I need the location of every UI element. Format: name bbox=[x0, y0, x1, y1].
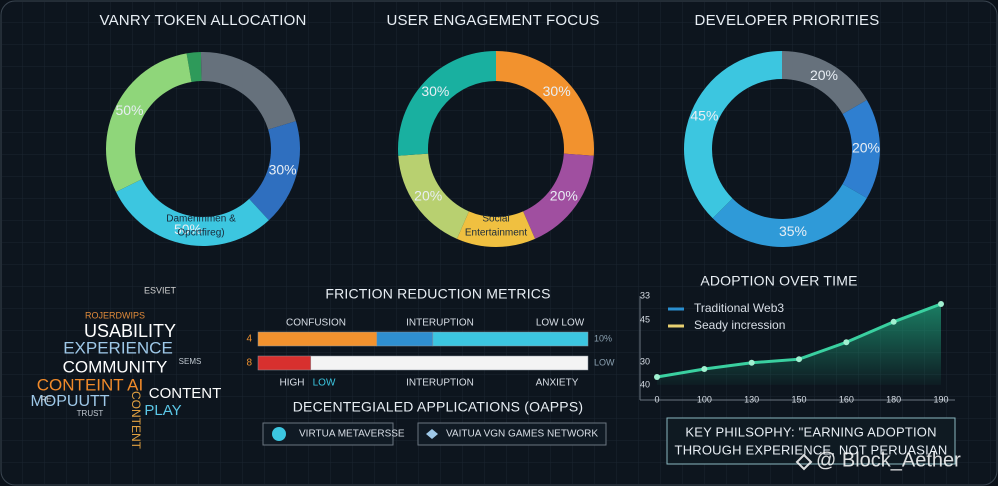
chart-title: DEVELOPER PRIORITIES bbox=[695, 12, 880, 29]
slice-label: 30% bbox=[421, 83, 449, 99]
point bbox=[843, 339, 850, 346]
x-tick-label: 180 bbox=[886, 394, 901, 404]
y-tick-label: 30 bbox=[640, 356, 650, 366]
chart-title: ADOPTION OVER TIME bbox=[700, 273, 857, 289]
bar-segment bbox=[310, 355, 589, 371]
y-tick-label: 40 bbox=[640, 379, 650, 389]
metric-label: INTERUPTION bbox=[406, 318, 474, 329]
bar-segment bbox=[257, 331, 378, 347]
bar-right-label: LOW bbox=[594, 357, 615, 367]
donut-slice bbox=[200, 52, 296, 130]
point bbox=[938, 301, 944, 308]
x-tick-label: 190 bbox=[933, 394, 948, 404]
word: COMMUNITY bbox=[63, 357, 168, 376]
word: CONTENT bbox=[129, 391, 143, 450]
metric-label: LOW bbox=[313, 378, 336, 389]
x-tick-label: 160 bbox=[839, 394, 854, 404]
philosophy-box bbox=[666, 417, 956, 465]
donut-slice bbox=[712, 184, 867, 247]
app-label: VAITUA VGN GAMES NETWORK bbox=[446, 429, 598, 440]
word: USABILITY bbox=[84, 321, 176, 341]
donut-slice bbox=[523, 153, 594, 239]
metric-label: INTERUPTION bbox=[406, 378, 474, 389]
legend-label: Seady incression bbox=[694, 318, 785, 332]
donut-slice bbox=[782, 51, 867, 114]
watermark: @ Block_Aether bbox=[816, 449, 961, 471]
x-tick-label: 0 bbox=[654, 394, 659, 404]
donut-slice bbox=[186, 52, 202, 82]
bar-label: 4 bbox=[246, 334, 252, 345]
chart-title: FRICTION REDUCTION METRICS bbox=[325, 286, 550, 302]
word: CONTEINT AI bbox=[37, 375, 143, 394]
point bbox=[701, 365, 708, 372]
x-tick-label: 100 bbox=[697, 394, 712, 404]
donut-slice bbox=[456, 211, 536, 248]
donut-slice bbox=[398, 153, 469, 239]
bar-label: 8 bbox=[246, 358, 252, 369]
word: EXPERIENCE bbox=[63, 338, 173, 357]
word: ESVIET bbox=[144, 285, 177, 295]
x-tick-label: 150 bbox=[791, 394, 806, 404]
donut-slice bbox=[116, 179, 269, 247]
metric-label: HIGH bbox=[280, 378, 305, 389]
donut-slice bbox=[397, 51, 496, 156]
slice-label: 50% bbox=[115, 102, 143, 118]
slice-annotation: Social bbox=[482, 214, 509, 225]
app-button[interactable] bbox=[417, 422, 607, 446]
y-tick-label: 45 bbox=[640, 314, 650, 324]
donut-slice bbox=[496, 51, 594, 156]
metric-label: ANXIETY bbox=[536, 378, 579, 389]
donut-slice bbox=[105, 53, 192, 192]
word: CONTENT bbox=[149, 385, 222, 402]
slice-label: 45% bbox=[690, 108, 718, 124]
philosophy-text: THROUGH EXPERIENCE, NOT PERUASIAN bbox=[675, 442, 948, 457]
bar-right-label: 10% bbox=[594, 333, 612, 343]
metric-label: CONFUSION bbox=[286, 318, 346, 329]
chart-title: VANRY TOKEN ALLOCATION bbox=[100, 12, 307, 29]
donut-slice bbox=[249, 121, 300, 221]
donut-slice bbox=[684, 51, 782, 219]
word: RE bbox=[40, 395, 51, 404]
apps-title: DECENTEGIALED APPLICATIONS (OAPPS) bbox=[293, 399, 584, 415]
slice-label: 20% bbox=[550, 188, 578, 204]
slice-annotation: Opcrtfireg) bbox=[177, 228, 224, 239]
slice-annotation: Damenmmen & bbox=[166, 214, 236, 225]
chart-title: USER ENGAGEMENT FOCUS bbox=[386, 12, 599, 29]
slice-label: 20% bbox=[810, 67, 838, 83]
legend-label: Traditional Web3 bbox=[694, 301, 784, 315]
y-tick-label: 33 bbox=[640, 290, 650, 300]
slice-label: 30% bbox=[543, 83, 571, 99]
word: ROJERDWIPS bbox=[85, 310, 145, 320]
point bbox=[890, 318, 897, 325]
word: TRUST bbox=[77, 409, 104, 418]
app-icon bbox=[426, 429, 438, 439]
slice-label: 35% bbox=[779, 223, 807, 239]
bar-segment bbox=[257, 355, 312, 371]
point bbox=[654, 373, 660, 380]
app-button[interactable] bbox=[262, 422, 394, 446]
slice-label: 30% bbox=[269, 161, 297, 177]
point bbox=[796, 356, 802, 363]
slice-label: 50% bbox=[174, 221, 202, 237]
bar-segment bbox=[432, 331, 589, 347]
area bbox=[657, 304, 941, 385]
slice-label: 20% bbox=[852, 140, 880, 156]
app-icon bbox=[272, 427, 286, 441]
word: SEMS bbox=[179, 357, 202, 366]
app-label: VIRTUA METAVERSSE bbox=[299, 429, 405, 440]
donut-slice bbox=[842, 100, 880, 198]
point bbox=[748, 359, 755, 366]
word: MOPUUTT bbox=[30, 393, 109, 410]
metric-label: LOW LOW bbox=[536, 318, 585, 329]
word: PLAY bbox=[144, 402, 181, 419]
slice-annotation: Entertainment bbox=[465, 228, 527, 239]
x-tick-label: 130 bbox=[744, 394, 759, 404]
slice-label: 20% bbox=[414, 188, 442, 204]
watermark-icon bbox=[795, 453, 813, 471]
bar-segment bbox=[376, 331, 434, 347]
philosophy-text: KEY PHILSOPHY: "EARNING ADOPTION bbox=[685, 424, 936, 439]
